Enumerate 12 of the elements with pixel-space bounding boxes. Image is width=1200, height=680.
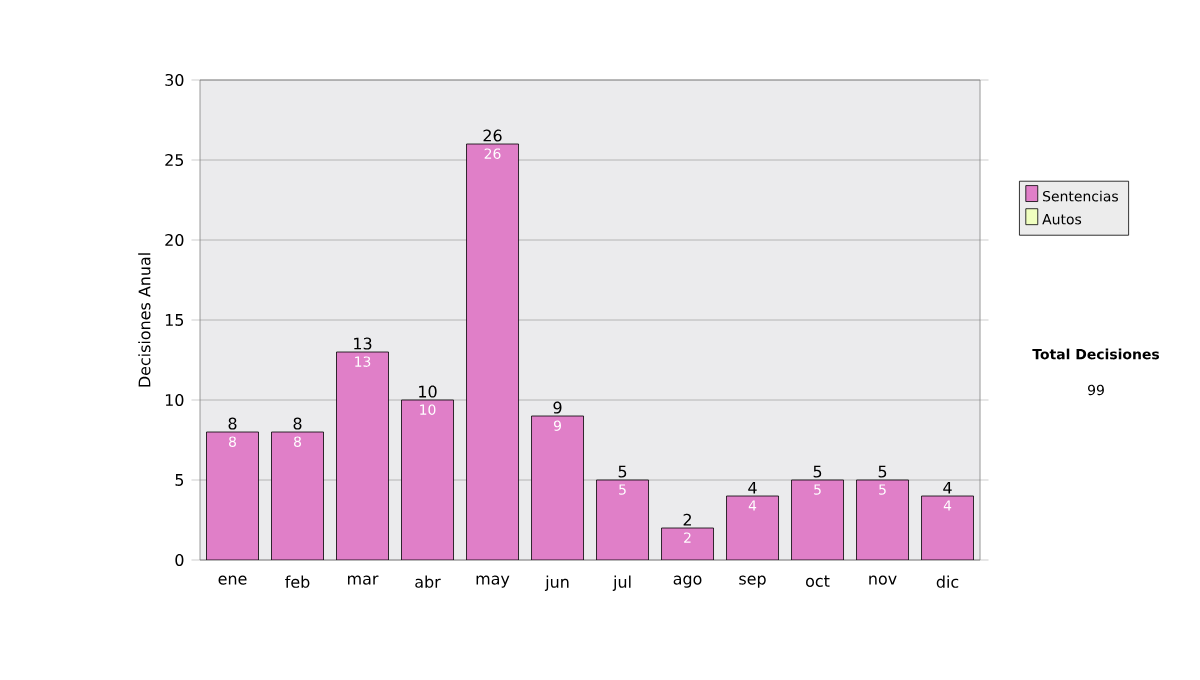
bar [856, 480, 909, 560]
bar [596, 480, 649, 560]
bar [726, 496, 779, 560]
bar [271, 432, 324, 560]
bar [661, 528, 714, 560]
bar [336, 352, 389, 560]
bar [921, 495, 974, 560]
bar [466, 144, 519, 560]
bar [531, 416, 584, 560]
bar [206, 432, 259, 560]
bar [401, 400, 454, 560]
bar [791, 480, 844, 560]
